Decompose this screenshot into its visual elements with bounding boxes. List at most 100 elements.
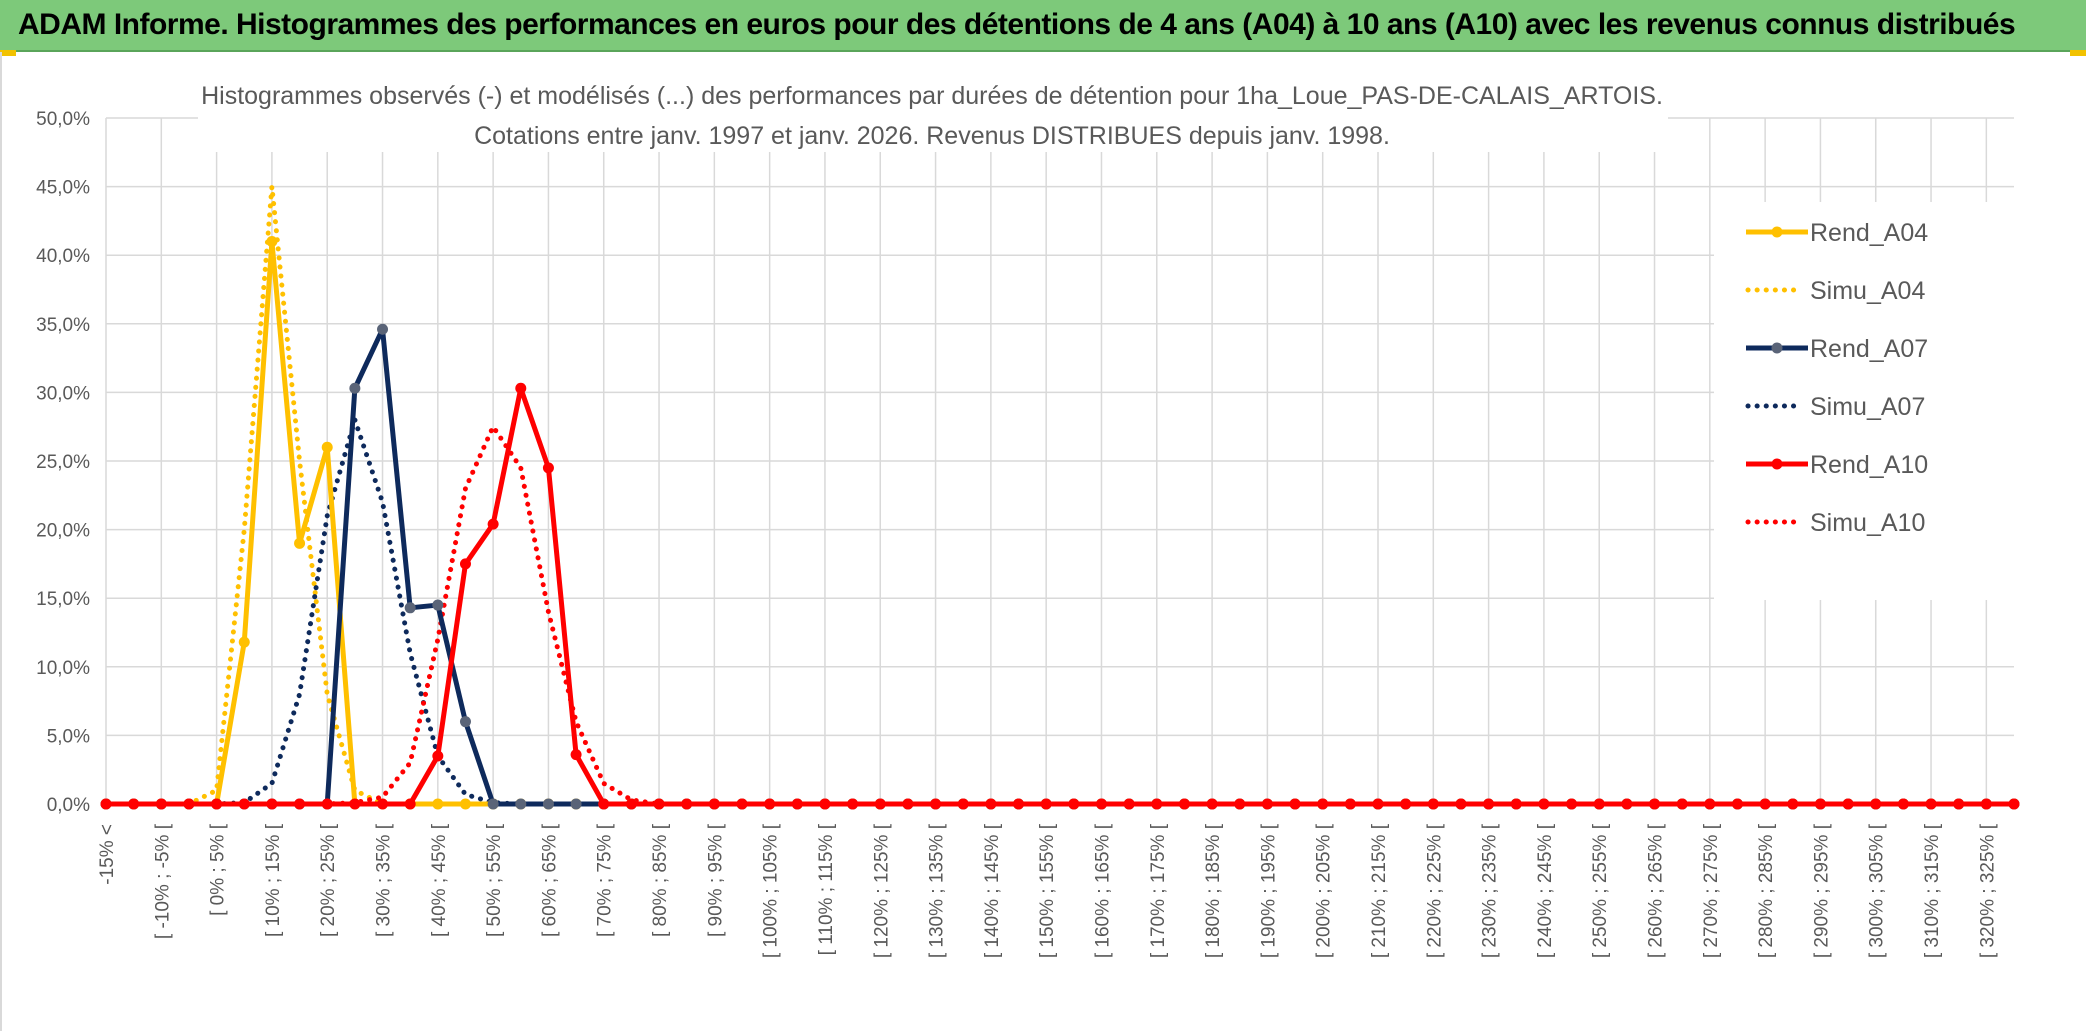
x-tick-label: [ 270% ; 275% [ bbox=[1701, 823, 1722, 958]
data-point-Rend_A10 bbox=[1261, 798, 1273, 810]
data-point-Rend_A10 bbox=[1676, 798, 1688, 810]
data-point-Rend_A10 bbox=[708, 798, 720, 810]
x-tick-label: [ 40% ; 45% [ bbox=[429, 823, 450, 937]
data-point-Rend_A10 bbox=[1842, 798, 1854, 810]
x-tick-label: [ 260% ; 265% [ bbox=[1646, 823, 1667, 958]
data-point-Rend_A07 bbox=[432, 599, 444, 611]
data-point-Rend_A10 bbox=[2008, 798, 2020, 810]
x-tick-label: [ 120% ; 125% [ bbox=[871, 823, 892, 958]
data-point-Rend_A10 bbox=[1593, 798, 1605, 810]
data-point-Rend_A04 bbox=[238, 636, 250, 648]
chart-area: Histogrammes observés (-) et modélisés (… bbox=[0, 52, 2086, 1031]
y-tick-label: 45,0% bbox=[36, 178, 90, 199]
x-tick-label: [ 230% ; 235% [ bbox=[1480, 823, 1501, 958]
chart-title: Histogrammes observés (-) et modélisés (… bbox=[198, 74, 1668, 152]
data-point-Rend_A10 bbox=[1234, 798, 1246, 810]
x-tick-label: [ 60% ; 65% [ bbox=[539, 823, 560, 937]
legend-label-Simu_A10: Simu_A10 bbox=[1810, 509, 1925, 537]
data-point-Rend_A10 bbox=[1206, 798, 1218, 810]
data-point-Rend_A10 bbox=[985, 798, 997, 810]
data-point-Rend_A10 bbox=[1649, 798, 1661, 810]
legend-marker-Rend_A10 bbox=[1771, 458, 1783, 470]
data-point-Rend_A10 bbox=[1151, 798, 1163, 810]
x-tick-label: [ 150% ; 155% [ bbox=[1037, 823, 1058, 958]
data-point-Rend_A10 bbox=[1095, 798, 1107, 810]
data-point-Rend_A10 bbox=[1870, 798, 1882, 810]
data-point-Rend_A10 bbox=[349, 798, 361, 810]
data-point-Rend_A10 bbox=[874, 798, 886, 810]
x-tick-label: -15% < bbox=[97, 824, 118, 885]
data-point-Rend_A10 bbox=[1400, 798, 1412, 810]
data-point-Rend_A10 bbox=[1566, 798, 1578, 810]
x-tick-label: [ 290% ; 295% [ bbox=[1811, 823, 1832, 958]
data-point-Rend_A07 bbox=[349, 382, 361, 394]
data-point-Rend_A10 bbox=[487, 518, 499, 530]
legend-background bbox=[1714, 202, 2016, 600]
x-tick-label: [ 280% ; 285% [ bbox=[1756, 823, 1777, 958]
data-point-Rend_A10 bbox=[1344, 798, 1356, 810]
series-line-Rend_A10 bbox=[106, 385, 2014, 807]
data-point-Rend_A10 bbox=[1925, 798, 1937, 810]
y-tick-label: 25,0% bbox=[36, 452, 90, 473]
data-point-Rend_A10 bbox=[1040, 798, 1052, 810]
y-tick-label: 30,0% bbox=[36, 383, 90, 404]
x-tick-label: [ 190% ; 195% [ bbox=[1258, 823, 1279, 958]
x-tick-label: [ 170% ; 175% [ bbox=[1148, 823, 1169, 958]
data-point-Rend_A10 bbox=[1704, 798, 1716, 810]
data-point-Rend_A10 bbox=[155, 798, 167, 810]
x-tick-label: [ -10% ; -5% [ bbox=[152, 823, 173, 939]
title-background bbox=[198, 74, 1668, 152]
data-point-Rend_A10 bbox=[294, 798, 306, 810]
x-tick-label: [ 50% ; 55% [ bbox=[484, 823, 505, 937]
data-point-Rend_A10 bbox=[1013, 798, 1025, 810]
data-point-Rend_A10 bbox=[847, 798, 859, 810]
data-point-Rend_A10 bbox=[542, 462, 554, 474]
banner-corner-accent-left bbox=[0, 50, 16, 56]
y-tick-label: 20,0% bbox=[36, 521, 90, 542]
x-tick-label: [ 20% ; 25% [ bbox=[318, 823, 339, 937]
data-point-Rend_A04 bbox=[432, 798, 444, 810]
data-point-Rend_A07 bbox=[377, 323, 389, 335]
data-point-Rend_A10 bbox=[1510, 798, 1522, 810]
data-point-Rend_A07 bbox=[404, 602, 416, 614]
x-tick-label: [ 10% ; 15% [ bbox=[263, 823, 284, 937]
legend-marker-Rend_A07 bbox=[1771, 342, 1783, 354]
data-point-Rend_A04 bbox=[321, 441, 333, 453]
y-tick-label: 50,0% bbox=[36, 109, 90, 130]
data-point-Rend_A10 bbox=[1980, 798, 1992, 810]
y-tick-label: 40,0% bbox=[36, 246, 90, 267]
data-point-Rend_A10 bbox=[100, 798, 112, 810]
data-point-Rend_A10 bbox=[1483, 798, 1495, 810]
x-tick-label: [ 90% ; 95% [ bbox=[705, 823, 726, 937]
x-tick-label: [ 320% ; 325% [ bbox=[1977, 823, 1998, 958]
chart-title-line: Cotations entre janv. 1997 et janv. 2026… bbox=[474, 122, 1390, 150]
data-point-Rend_A10 bbox=[736, 798, 748, 810]
x-axis-ticks: -15% < [ -10% ; -5% [[ 0% ; 5% [[ 10% ; 1… bbox=[97, 823, 1998, 958]
legend-label-Rend_A04: Rend_A04 bbox=[1810, 219, 1928, 247]
data-point-Rend_A07 bbox=[459, 716, 471, 728]
x-tick-label: [ 300% ; 305% [ bbox=[1867, 823, 1888, 958]
data-point-Rend_A10 bbox=[404, 798, 416, 810]
data-point-Rend_A10 bbox=[819, 798, 831, 810]
data-point-Rend_A04 bbox=[266, 235, 278, 247]
legend: Rend_A04 Simu_A04 Rend_A07 Simu_A07 Rend_A10… bbox=[1714, 202, 2016, 600]
data-point-Rend_A10 bbox=[625, 798, 637, 810]
x-tick-label: [ 240% ; 245% [ bbox=[1535, 823, 1556, 958]
data-point-Rend_A10 bbox=[930, 798, 942, 810]
x-tick-label: [ 30% ; 35% [ bbox=[374, 823, 395, 937]
y-axis-ticks: 0,0% 5,0% 10,0% 15,0% 20,0% 25,0% 30,0% 35,0% 40… bbox=[36, 109, 90, 816]
y-tick-label: 10,0% bbox=[36, 658, 90, 679]
data-point-Rend_A04 bbox=[294, 537, 306, 549]
banner-corner-accent-right bbox=[2070, 50, 2086, 56]
data-point-Rend_A04 bbox=[459, 798, 471, 810]
y-tick-label: 35,0% bbox=[36, 315, 90, 336]
data-point-Rend_A10 bbox=[1538, 798, 1550, 810]
data-point-Rend_A10 bbox=[653, 798, 665, 810]
data-point-Rend_A07 bbox=[515, 798, 527, 810]
histogram-chart: Histogrammes observés (-) et modélisés (… bbox=[36, 74, 2020, 958]
x-tick-label: [ 130% ; 135% [ bbox=[927, 823, 948, 958]
x-tick-label: [ 180% ; 185% [ bbox=[1203, 823, 1224, 958]
data-point-Rend_A10 bbox=[459, 558, 471, 570]
data-point-Rend_A10 bbox=[764, 798, 776, 810]
y-tick-label: 0,0% bbox=[47, 795, 90, 816]
